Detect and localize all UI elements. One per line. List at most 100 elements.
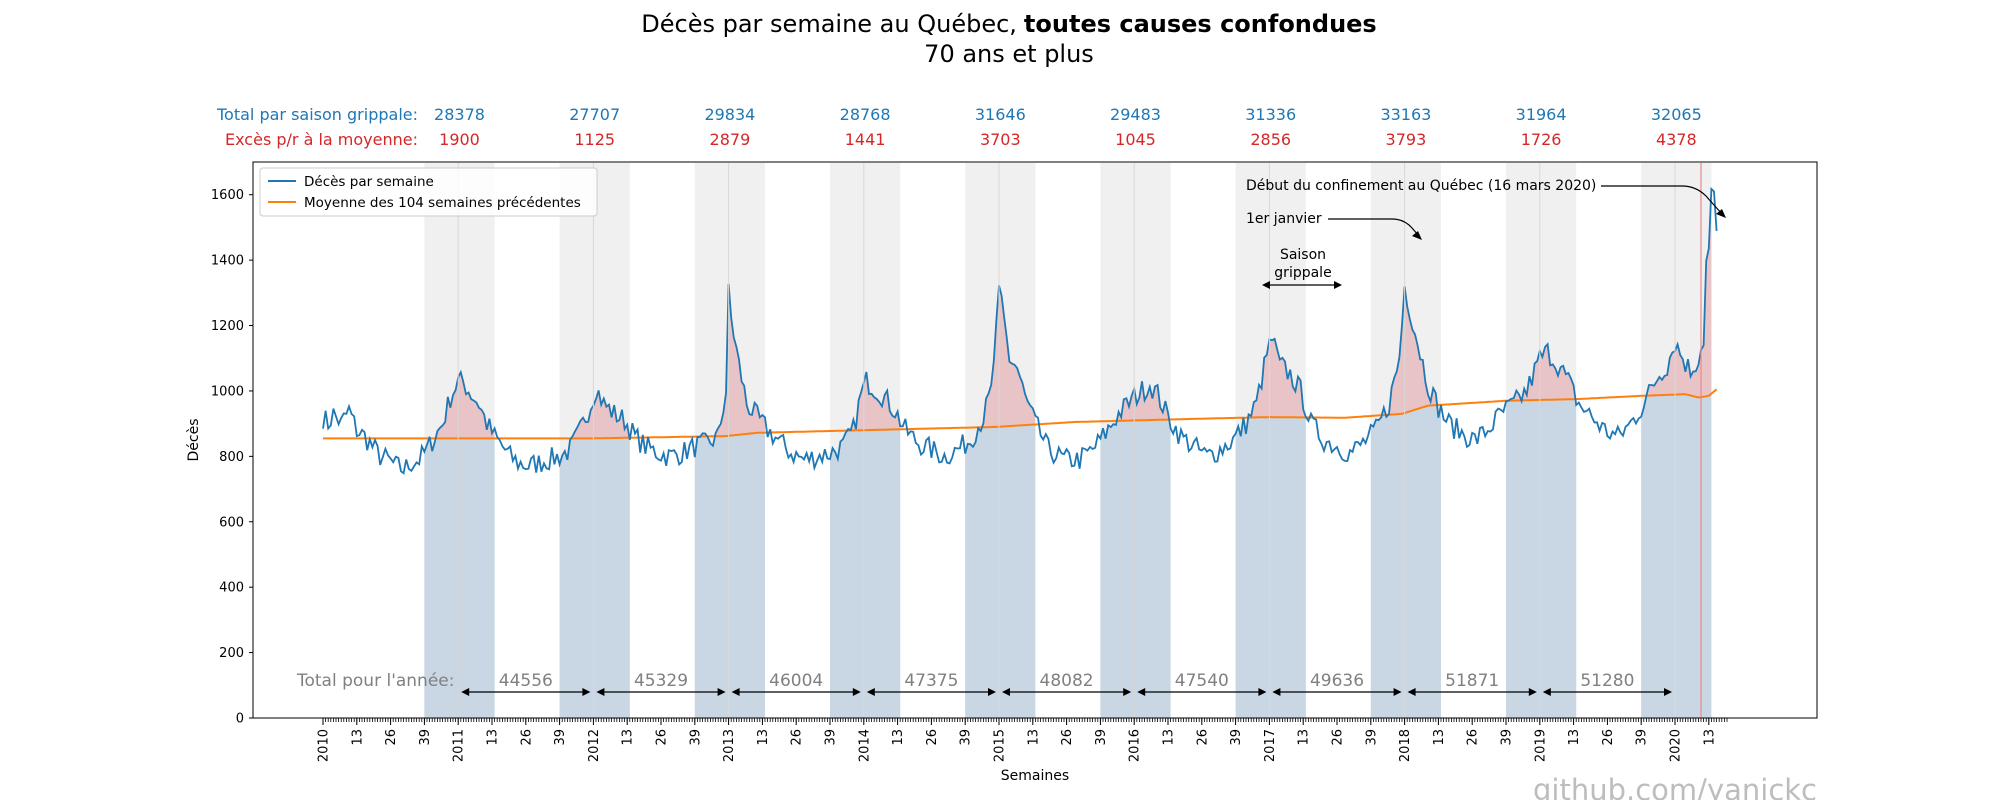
year-span-arrowhead-left [1002, 688, 1010, 696]
year-total-value: 44556 [499, 671, 553, 691]
year-span-arrowhead-left [731, 688, 740, 696]
chart-title-regular: Décès par semaine au Québec, [641, 10, 1017, 38]
x-tick-label: 13 [1432, 729, 1447, 746]
season-base-fill [694, 432, 765, 718]
legend-weekly: Décès par semaine [304, 174, 434, 190]
legend: Décès par semaine Moyenne des 104 semain… [259, 167, 598, 217]
season-span-arrowhead-left [1262, 281, 1270, 289]
x-tick-label: 39 [824, 729, 839, 746]
x-tick-label: 26 [1601, 729, 1616, 746]
year-span-arrowhead-left [1407, 688, 1416, 696]
season-annotation-line2: grippale [1274, 265, 1331, 281]
season-excess-fill [694, 283, 765, 437]
year-span-arrowhead-right [1528, 688, 1537, 696]
x-tick-label: 2011 [452, 729, 467, 762]
year-span-arrowhead-right [1258, 688, 1267, 696]
x-tick-label: 26 [519, 729, 534, 746]
x-tick-label: 26 [655, 729, 670, 746]
x-tick-label: 13 [1026, 729, 1041, 746]
area-fills [424, 188, 1712, 718]
season-base-fill [1641, 393, 1712, 718]
legend-average: Moyenne des 104 semaines précédentes [304, 195, 581, 211]
excess-value: 1045 [1115, 130, 1156, 149]
confinement-arrow [1601, 185, 1723, 215]
year-span-arrowhead-left [1272, 688, 1281, 696]
year-span-arrowhead-left [866, 688, 875, 696]
x-tick-label: 26 [925, 729, 940, 746]
season-excess-fill [559, 390, 630, 439]
x-tick-label: 13 [621, 729, 636, 746]
plot-area [322, 163, 1718, 718]
year-total-value: 47375 [904, 671, 958, 691]
season-base-fill [1235, 417, 1306, 718]
confinement-annotation: Début du confinement au Québec (16 mars … [1246, 178, 1596, 194]
year-totals: 44556 45329 46004 47375 48082 47540 49636 51871… [461, 671, 1672, 696]
year-total-value: 45329 [634, 671, 688, 691]
chart-title-bold: toutes causes confondues [1024, 10, 1377, 38]
season-total-value: 31964 [1516, 105, 1567, 124]
season-span-arrowhead-right [1334, 281, 1342, 289]
x-tick-label: 2013 [722, 729, 737, 762]
chart-title: Décès par semaine au Québec, toutes cause… [641, 10, 1376, 38]
year-span-arrowhead-right [1393, 688, 1402, 696]
season-total-value: 32065 [1651, 105, 1702, 124]
y-tick-label: 0 [236, 712, 244, 727]
year-span-arrowhead-right [717, 688, 726, 696]
season-row-label: Total par saison grippale: [216, 105, 418, 124]
excess-value: 2856 [1250, 130, 1291, 149]
average-line [323, 388, 1718, 440]
year-span-arrowhead-left [1137, 688, 1146, 696]
x-tick-label: 39 [688, 729, 703, 746]
y-tick-label: 200 [219, 646, 244, 661]
x-tick-label: 2014 [857, 729, 872, 762]
season-total-value: 28378 [434, 105, 485, 124]
y-tick-label: 1600 [211, 188, 244, 203]
y-tick-label: 600 [219, 515, 244, 530]
season-total-value: 31646 [975, 105, 1026, 124]
x-tick-label: 39 [553, 729, 568, 746]
year-span-arrowhead-right [988, 688, 996, 696]
season-base-fill [559, 437, 630, 718]
x-tick-label: 26 [1060, 729, 1075, 746]
season-total-value: 29834 [704, 105, 755, 124]
x-tick-label: 13 [1297, 729, 1312, 746]
year-span-arrowhead-left [1542, 688, 1551, 696]
season-total-value: 28768 [840, 105, 891, 124]
excess-value: 1441 [845, 130, 886, 149]
y-tick-label: 800 [219, 450, 244, 465]
season-base-fill [424, 438, 495, 718]
year-span-arrowhead-left [596, 688, 605, 696]
annotations: Début du confinement au Québec (16 mars … [1246, 178, 1726, 289]
season-annotation-line1: Saison [1280, 247, 1326, 263]
y-axis: 0 200 400 600 800 1000 1200 1400 1600 [211, 188, 253, 727]
year-total-value: 51871 [1445, 671, 1499, 691]
x-tick-label: 26 [384, 729, 399, 746]
x-axis: 2010 13 26 39 2011 13 26 39 2012 13 26 39 2013 13 26 39… [317, 718, 1728, 762]
x-tick-label: 13 [1162, 729, 1177, 746]
x-tick-label: 39 [959, 729, 974, 746]
year-dividers [457, 163, 1702, 717]
season-excess-fill [424, 372, 495, 439]
x-tick-label: 26 [790, 729, 805, 746]
x-tick-label: 13 [891, 729, 906, 746]
season-excess-fill [1641, 188, 1712, 398]
season-excess-fill [965, 285, 1036, 428]
year-totals-label: Total pour l'année: [296, 671, 454, 691]
x-tick-label: 39 [418, 729, 433, 746]
year-total-value: 48082 [1040, 671, 1094, 691]
y-tick-label: 1200 [211, 319, 244, 334]
x-tick-label: 2019 [1533, 729, 1548, 762]
x-tick-label: 2015 [993, 729, 1008, 762]
excess-value: 3793 [1386, 130, 1427, 149]
season-excess-fill [830, 372, 901, 432]
season-base-fill [830, 429, 901, 718]
x-tick-label: 39 [1635, 729, 1650, 746]
year-span-arrowhead-left [461, 688, 470, 696]
x-tick-label: 26 [1331, 729, 1346, 746]
x-tick-label: 26 [1466, 729, 1481, 746]
january-arrowhead [1412, 231, 1422, 240]
x-tick-label: 2018 [1398, 729, 1413, 762]
year-span-arrowhead-right [1664, 688, 1672, 696]
season-excess-fill [1370, 286, 1441, 416]
